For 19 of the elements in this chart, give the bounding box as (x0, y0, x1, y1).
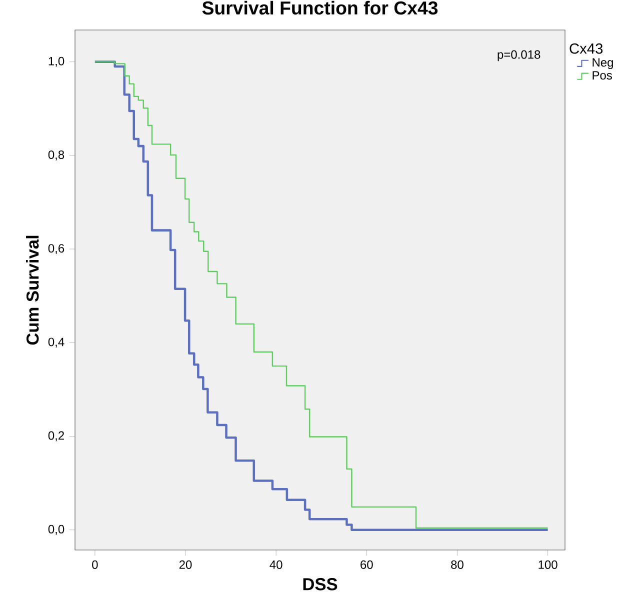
x-axis-title: DSS (303, 578, 338, 590)
legend-title: Cx43 (570, 43, 603, 54)
x-tick-label: 60 (360, 560, 373, 569)
x-tick-label: 40 (270, 560, 282, 569)
x-tick-label: 20 (179, 560, 192, 569)
y-tick-label: 0,0 (48, 524, 64, 535)
legend-label: Neg (592, 58, 613, 70)
y-tick-label: 1,0 (48, 56, 64, 67)
x-tick-label: 0 (92, 560, 98, 569)
y-tick-label: 0,6 (48, 244, 64, 254)
x-tick-label: 100 (538, 560, 558, 569)
y-tick-label: 0,4 (48, 338, 64, 348)
y-tick-label: 0,8 (48, 150, 64, 160)
legend-label: Pos (592, 71, 612, 80)
y-axis-title: Cum Survival (26, 236, 39, 345)
chart-title: Survival Function for Cx43 (202, 0, 438, 15)
annotation: p=0.018 (498, 50, 540, 62)
y-tick-label: 0,2 (48, 431, 64, 442)
x-tick-label: 80 (451, 560, 464, 569)
